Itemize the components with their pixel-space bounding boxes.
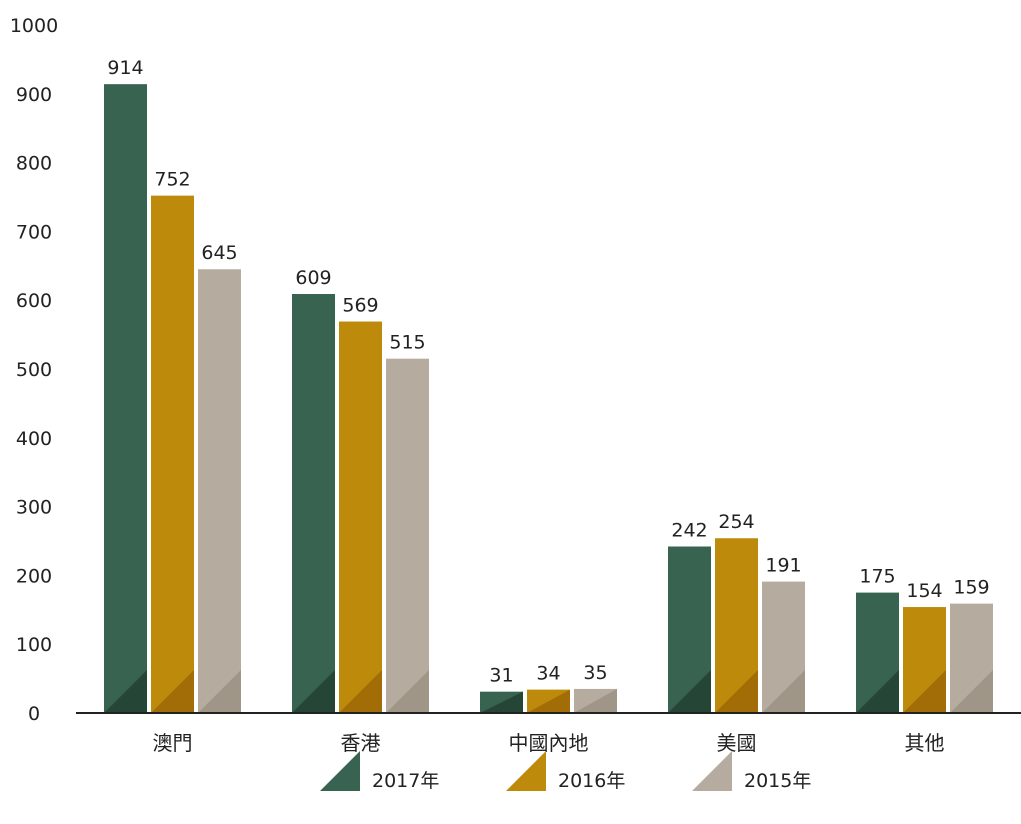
bar-shade-3-5 (950, 670, 993, 713)
y-tick-label: 0 (28, 703, 40, 725)
legend-label: 2017年 (372, 770, 439, 792)
data-label: 35 (583, 662, 607, 684)
y-tick-label: 300 (16, 497, 52, 519)
bar-shade-1-1 (104, 670, 147, 713)
bars-group (104, 84, 993, 714)
bar-shade-2-4 (715, 670, 758, 713)
bar-3-2 (386, 358, 429, 713)
data-label: 609 (295, 267, 331, 289)
y-tick-label: 400 (16, 428, 52, 450)
y-tick-label: 800 (16, 153, 52, 175)
legend-swatch-1 (320, 751, 360, 791)
data-label: 569 (342, 295, 378, 317)
data-label: 242 (671, 520, 707, 542)
bar-3-1 (198, 269, 241, 713)
data-label: 191 (765, 555, 801, 577)
x-tick-label: 澳門 (153, 731, 193, 755)
bar-shade-1-4 (668, 670, 711, 713)
y-tick-label: 200 (16, 565, 52, 587)
data-label: 254 (718, 511, 754, 533)
bar-shade-3-4 (762, 670, 805, 713)
x-tick-label: 中國內地 (509, 731, 589, 755)
data-label: 154 (906, 580, 942, 602)
bar-shade-2-3 (527, 689, 570, 713)
bar-2-1 (151, 195, 194, 713)
legend-swatch-3 (692, 751, 732, 791)
data-label: 914 (107, 57, 143, 79)
bar-shade-1-5 (856, 670, 899, 713)
x-axis-ticks: 澳門 香港 中國內地 美國 其他 (153, 731, 945, 755)
data-label: 34 (536, 663, 560, 685)
data-labels-group: 914 752 645 609 569 515 31 34 35 242 254 191 175 154 1… (107, 57, 989, 687)
y-axis-ticks: 0 100 200 300 400 500 600 700 800 900 1000 (10, 15, 58, 725)
bar-shade-3-1 (198, 670, 241, 713)
y-tick-label: 1000 (10, 15, 58, 37)
legend-label: 2015年 (744, 770, 811, 792)
bar-shade-3-2 (386, 670, 429, 713)
y-tick-label: 500 (16, 359, 52, 381)
bar-shade-1-3 (480, 691, 523, 713)
y-tick-label: 900 (16, 84, 52, 106)
bar-shade-2-1 (151, 670, 194, 713)
bar-1-1 (104, 84, 147, 714)
bar-2-2 (339, 321, 382, 713)
bar-shade-3-3 (574, 688, 617, 713)
y-tick-label: 100 (16, 634, 52, 656)
bar-shade-1-2 (292, 670, 335, 713)
data-label: 175 (859, 566, 895, 588)
legend-label: 2016年 (558, 770, 625, 792)
y-tick-label: 600 (16, 290, 52, 312)
legend-swatch-2 (506, 751, 546, 791)
x-tick-label: 其他 (905, 731, 945, 755)
data-label: 31 (489, 665, 513, 687)
data-label: 645 (201, 242, 237, 264)
y-tick-label: 700 (16, 221, 52, 243)
bar-shade-2-5 (903, 670, 946, 713)
data-label: 752 (154, 169, 190, 191)
bar-shade-2-2 (339, 670, 382, 713)
data-label: 515 (389, 332, 425, 354)
x-tick-label: 香港 (341, 731, 381, 755)
bar-1-2 (292, 294, 335, 713)
legend: 2017年 2016年 2015年 (320, 751, 811, 792)
data-label: 159 (953, 577, 989, 599)
x-tick-label: 美國 (717, 731, 757, 755)
